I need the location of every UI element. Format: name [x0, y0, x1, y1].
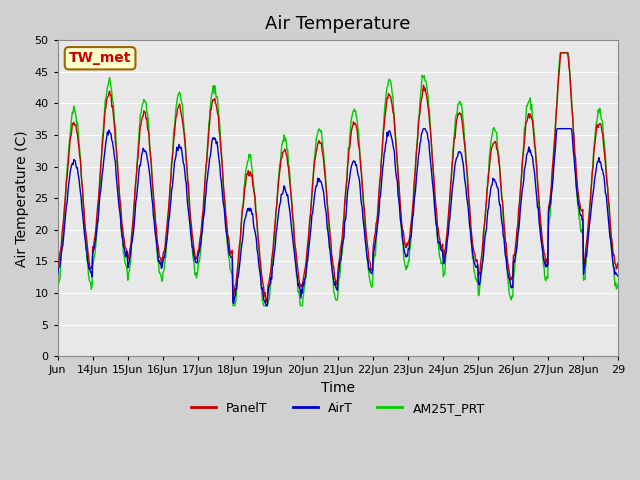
Y-axis label: Air Temperature (C): Air Temperature (C) [15, 130, 29, 266]
Title: Air Temperature: Air Temperature [265, 15, 410, 33]
Text: TW_met: TW_met [69, 51, 131, 65]
X-axis label: Time: Time [321, 381, 355, 395]
Legend: PanelT, AirT, AM25T_PRT: PanelT, AirT, AM25T_PRT [186, 396, 490, 420]
